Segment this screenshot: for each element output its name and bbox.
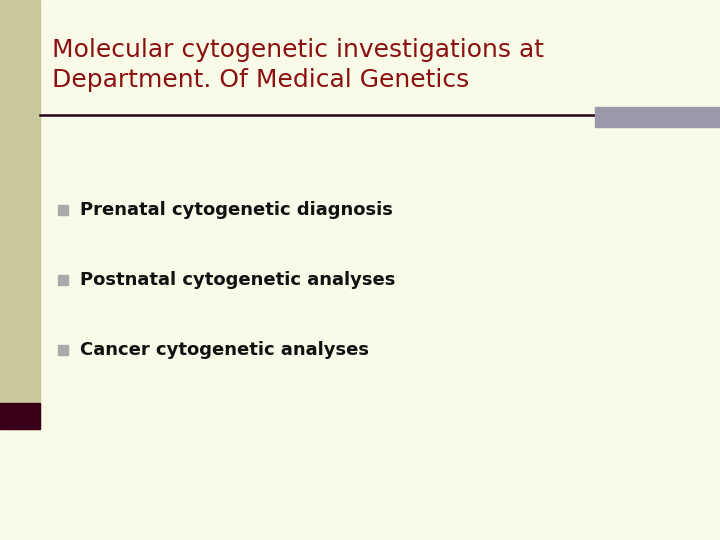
- Text: Cancer cytogenetic analyses: Cancer cytogenetic analyses: [80, 341, 369, 359]
- Bar: [0, 0, 40, 429]
- Bar: [595, 107, 720, 127]
- Text: Postnatal cytogenetic analyses: Postnatal cytogenetic analyses: [80, 271, 395, 289]
- Bar: [58, 345, 68, 355]
- Bar: [0, 403, 40, 429]
- Text: Department. Of Medical Genetics: Department. Of Medical Genetics: [52, 68, 469, 92]
- Text: Prenatal cytogenetic diagnosis: Prenatal cytogenetic diagnosis: [80, 201, 393, 219]
- Bar: [58, 275, 68, 285]
- Bar: [58, 205, 68, 215]
- Text: Molecular cytogenetic investigations at: Molecular cytogenetic investigations at: [52, 38, 544, 62]
